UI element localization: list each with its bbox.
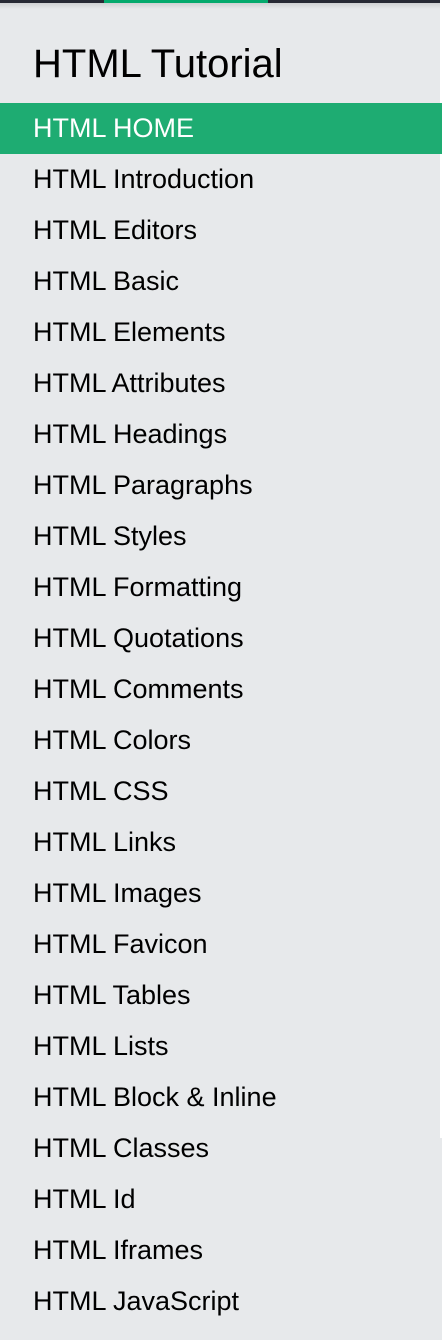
- sidebar-item-html-block-inline[interactable]: HTML Block & Inline: [33, 1082, 277, 1112]
- sidebar-item-html-tables[interactable]: HTML Tables: [33, 980, 191, 1010]
- sidebar-item-html-comments[interactable]: HTML Comments: [33, 674, 244, 704]
- sidebar-item-html-formatting[interactable]: HTML Formatting: [33, 572, 243, 602]
- sidebar-item-html-paragraphs[interactable]: HTML Paragraphs: [33, 470, 253, 500]
- sidebar-item-html-lists[interactable]: HTML Lists: [33, 1031, 169, 1061]
- sidebar-item-html-css[interactable]: HTML CSS: [33, 776, 169, 806]
- sidebar-item-html-links[interactable]: HTML Links: [33, 827, 177, 857]
- sidebar-item-html-headings[interactable]: HTML Headings: [33, 419, 228, 449]
- top-nav-active-indicator: [104, 0, 268, 3]
- sidebar-item-html-home[interactable]: HTML HOME: [0, 103, 442, 154]
- sidebar-item-html-styles[interactable]: HTML Styles: [33, 521, 187, 551]
- sidebar-nav-list: HTML HOME HTML Introduction HTML Editors…: [0, 103, 442, 1327]
- sidebar-item-html-introduction[interactable]: HTML Introduction: [33, 164, 255, 194]
- sidebar-item-html-id[interactable]: HTML Id: [33, 1184, 136, 1214]
- sidebar-item-html-quotations[interactable]: HTML Quotations: [33, 623, 244, 653]
- sidebar-item-html-favicon[interactable]: HTML Favicon: [33, 929, 208, 959]
- top-nav-shadow: [0, 3, 442, 9]
- sidebar-item-html-elements[interactable]: HTML Elements: [33, 317, 226, 347]
- sidebar-item-html-attributes[interactable]: HTML Attributes: [33, 368, 226, 398]
- sidebar-item-html-classes[interactable]: HTML Classes: [33, 1133, 210, 1163]
- sidebar-right-border: [440, 0, 442, 1138]
- sidebar-item-html-editors[interactable]: HTML Editors: [33, 215, 198, 245]
- sidebar-item-html-basic[interactable]: HTML Basic: [33, 266, 180, 296]
- sidebar-item-html-javascript[interactable]: HTML JavaScript: [33, 1286, 240, 1316]
- sidebar-item-html-iframes[interactable]: HTML Iframes: [33, 1235, 204, 1265]
- sidebar-item-html-images[interactable]: HTML Images: [33, 878, 202, 908]
- sidebar-title: HTML Tutorial: [33, 42, 283, 86]
- sidebar-item-html-colors[interactable]: HTML Colors: [33, 725, 192, 755]
